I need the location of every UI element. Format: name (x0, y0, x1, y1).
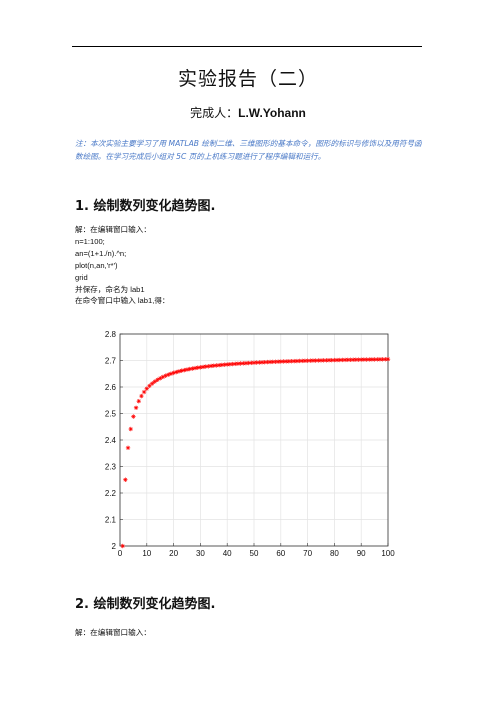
data-point (308, 358, 313, 363)
data-point (318, 358, 324, 363)
code-block: 解：在编辑窗口输入： n=1:100; an=(1+1./n).^n; plot… (75, 224, 170, 307)
y-tick-label: 2.4 (105, 436, 117, 445)
data-point (356, 357, 361, 362)
data-point (133, 405, 139, 410)
sequence-trend-chart: 0 10 20 30 40 50 60 70 80 90 100 2 2.1 2.2 2.3 2.4 2.5 2.… (105, 330, 395, 558)
data-point (123, 477, 128, 482)
x-tick-label: 90 (357, 549, 366, 558)
document-title: 实验报告（二） (177, 68, 318, 90)
author-name: L.W.Yohann (238, 106, 306, 120)
x-tick-label: 60 (276, 549, 285, 558)
code-line: 解：在编辑窗口输入： (75, 225, 151, 234)
code-line: plot(n,an,'r*') (75, 260, 118, 270)
section-2-heading: 2. 绘制数列变化趋势图. (75, 597, 216, 612)
data-point (184, 367, 190, 372)
data-point (192, 365, 198, 371)
data-point (278, 359, 283, 364)
x-tick-label: 80 (330, 549, 339, 558)
x-tick-label: 20 (169, 549, 178, 558)
data-point (182, 367, 187, 373)
author-label: 完成人： (190, 106, 239, 120)
y-tick-label: 2.1 (105, 516, 117, 525)
x-tick-label: 50 (250, 549, 259, 558)
data-point (128, 426, 133, 432)
data-point (313, 358, 318, 363)
data-point (214, 363, 219, 368)
data-point (294, 358, 300, 364)
data-point (139, 393, 144, 399)
data-point (152, 379, 158, 384)
data-point (125, 445, 131, 451)
code-line: grid (75, 272, 88, 282)
data-point (179, 368, 184, 373)
y-tick-label: 2.6 (105, 383, 117, 392)
code-line: 在命令窗口中输入 lab1,得： (75, 296, 170, 306)
x-tick-label: 30 (196, 549, 205, 558)
experiment-note: 注：本次实验主要学习了用 MATLAB 绘制二维、三维图形的基本命令，图形的标识… (75, 139, 422, 161)
y-tick-label: 2.2 (105, 489, 117, 498)
data-point (144, 386, 149, 391)
y-tick-label: 2.3 (105, 463, 117, 472)
data-point (367, 357, 372, 362)
data-point (361, 357, 367, 362)
data-point (385, 357, 391, 362)
data-point (190, 366, 195, 371)
data-point (176, 369, 182, 374)
y-tick-label: 2.5 (105, 410, 117, 419)
data-point (345, 357, 350, 363)
section-2-intro: 解：在编辑窗口输入： (75, 628, 151, 637)
y-tick-label: 2.8 (105, 330, 117, 339)
data-point (289, 359, 294, 364)
data-point (305, 358, 310, 363)
data-point (283, 359, 289, 364)
x-tick-label: 70 (303, 549, 312, 558)
code-line: 并保存，命名为 lab1 (75, 284, 145, 294)
data-point (187, 366, 192, 372)
x-tick-label: 10 (142, 549, 151, 558)
code-line: an=(1+1./n).^n; (75, 248, 127, 258)
data-point (155, 377, 160, 383)
y-tick-label: 2.7 (105, 357, 117, 366)
data-point (141, 389, 147, 395)
x-tick-label: 40 (223, 549, 232, 558)
x-tick-label: 0 (118, 549, 123, 558)
author-line: 完成人：L.W.Yohann (0, 104, 496, 121)
section-1-heading: 1. 绘制数列变化趋势图. (75, 199, 216, 214)
header-rule (72, 46, 422, 47)
y-tick-label: 2 (112, 542, 117, 551)
data-point (120, 543, 125, 549)
code-line: n=1:100; (75, 236, 105, 246)
data-point (136, 398, 141, 404)
data-point (131, 414, 136, 419)
x-tick-label: 100 (381, 549, 395, 558)
data-point (380, 357, 385, 362)
data-point (149, 381, 155, 386)
